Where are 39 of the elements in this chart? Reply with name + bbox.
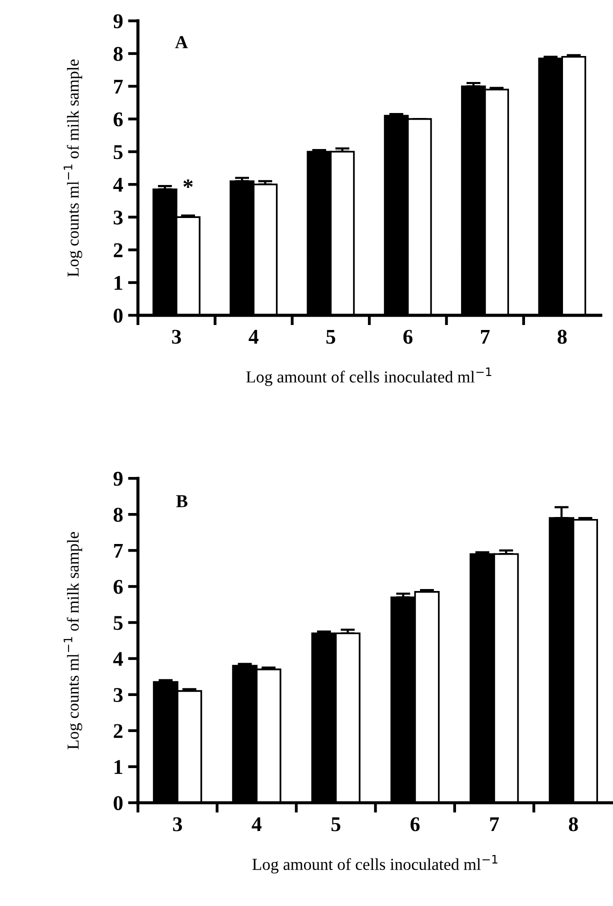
y-tick-label: 7 bbox=[114, 80, 123, 94]
y-axis-title: Log counts ml$^{−1}$ of milk sample bbox=[64, 532, 82, 750]
x-tick-label: 5 bbox=[326, 330, 336, 344]
x-tick-label: 8 bbox=[558, 330, 567, 344]
x-tick-label: 4 bbox=[248, 330, 258, 344]
y-tick-label: 6 bbox=[114, 112, 123, 126]
x-tick-label: 3 bbox=[173, 817, 182, 832]
y-tick-label: 8 bbox=[114, 508, 123, 522]
y-tick-label: 5 bbox=[114, 616, 123, 630]
x-tick-label: 6 bbox=[403, 330, 412, 344]
x-tick-label: 5 bbox=[332, 817, 340, 832]
x-tick-label: 7 bbox=[490, 817, 499, 832]
y-tick-label: 3 bbox=[114, 210, 123, 225]
y-tick-label: 1 bbox=[114, 760, 122, 774]
y-tick-label: 9 bbox=[113, 472, 123, 486]
y-tick-label: 7 bbox=[114, 544, 123, 558]
x-tick-label: 3 bbox=[172, 330, 181, 344]
y-tick-label: 0 bbox=[114, 796, 123, 810]
x-axis-title: Log amount of cells inoculated ml$^{−1}$ bbox=[252, 854, 498, 874]
annotation: * bbox=[183, 179, 193, 188]
text: A bbox=[175, 36, 188, 48]
x-tick-label: 6 bbox=[410, 817, 420, 832]
y-tick-label: 0 bbox=[114, 308, 123, 323]
y-tick-label: 9 bbox=[113, 14, 123, 28]
y-tick-label: 4 bbox=[113, 178, 123, 192]
y-tick-label: 5 bbox=[114, 145, 123, 160]
y-tick-label: 4 bbox=[113, 652, 123, 666]
y-tick-label: 8 bbox=[114, 46, 123, 61]
x-tick-label: 7 bbox=[481, 330, 490, 344]
y-axis-title: Log counts ml$^{−1}$ of milk sample bbox=[64, 60, 82, 277]
y-tick-label: 1 bbox=[114, 276, 122, 290]
y-tick-label: 3 bbox=[114, 688, 123, 702]
y-tick-label: 6 bbox=[114, 580, 123, 594]
y-tick-label: 2 bbox=[114, 243, 122, 258]
text: B bbox=[176, 495, 188, 508]
x-tick-label: 4 bbox=[252, 817, 262, 832]
x-tick-label: 8 bbox=[568, 817, 578, 832]
x-axis-title: Log amount of cells inoculated ml$^{−1}$ bbox=[246, 368, 492, 386]
y-tick-label: 2 bbox=[114, 724, 122, 738]
